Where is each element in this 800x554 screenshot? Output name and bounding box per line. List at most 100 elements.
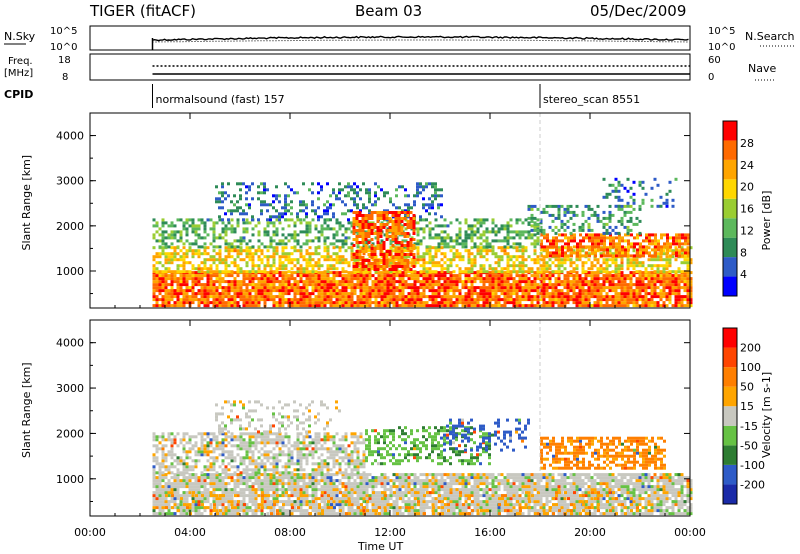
echo-cell bbox=[194, 224, 198, 228]
echo-cell bbox=[248, 289, 252, 293]
echo-cell bbox=[371, 221, 375, 225]
echo-cell bbox=[155, 280, 159, 284]
echo-cell bbox=[367, 226, 371, 229]
echo-cell bbox=[626, 228, 630, 232]
echo-cell bbox=[509, 218, 513, 222]
echo-cell bbox=[353, 289, 357, 293]
echo-cell bbox=[197, 503, 201, 507]
echo-cell bbox=[545, 283, 549, 287]
echo-cell bbox=[326, 236, 330, 240]
echo-cell bbox=[347, 283, 351, 287]
echo-cell bbox=[554, 277, 558, 281]
echo-cell bbox=[581, 283, 585, 287]
echo-cell bbox=[269, 236, 273, 240]
echo-cell bbox=[179, 239, 183, 243]
echo-cell bbox=[636, 242, 639, 246]
echo-cell bbox=[236, 286, 240, 290]
echo-cell bbox=[335, 298, 339, 302]
echo-cell bbox=[236, 255, 240, 259]
echo-cell bbox=[332, 233, 336, 237]
echo-cell bbox=[455, 252, 459, 256]
echo-cell bbox=[191, 280, 195, 284]
echo-cell bbox=[224, 258, 228, 262]
echo-cell bbox=[368, 295, 372, 299]
echo-cell bbox=[455, 277, 459, 281]
echo-cell bbox=[395, 286, 399, 290]
echo-cell bbox=[578, 283, 582, 287]
echo-cell bbox=[563, 283, 567, 287]
echo-cell bbox=[373, 265, 377, 268]
echo-cell bbox=[443, 286, 447, 290]
echo-cell bbox=[266, 295, 270, 299]
echo-cell bbox=[227, 264, 231, 268]
echo-cell bbox=[218, 274, 222, 278]
echo-cell bbox=[188, 242, 192, 246]
echo-cell bbox=[206, 233, 210, 237]
echo-cell bbox=[326, 252, 330, 256]
echo-cell bbox=[536, 236, 540, 240]
echo-cell bbox=[194, 233, 198, 237]
echo-cell bbox=[224, 289, 228, 293]
echo-cell bbox=[518, 236, 522, 240]
echo-cell bbox=[311, 289, 315, 293]
echo-cell bbox=[233, 194, 236, 198]
echo-cell bbox=[557, 274, 561, 278]
echo-cell bbox=[455, 289, 459, 293]
echo-cell bbox=[395, 270, 399, 274]
echo-cell bbox=[161, 280, 165, 284]
echo-cell bbox=[368, 197, 371, 201]
echo-cell bbox=[329, 283, 333, 287]
echo-cell bbox=[653, 295, 657, 299]
echo-cell bbox=[391, 244, 395, 247]
echo-cell bbox=[407, 283, 411, 287]
echo-cell bbox=[409, 226, 413, 229]
echo-cell bbox=[662, 304, 666, 308]
echo-cell bbox=[629, 286, 633, 290]
echo-cell bbox=[182, 494, 186, 498]
echo-cell bbox=[650, 264, 654, 268]
echo-cell bbox=[361, 259, 365, 262]
echo-cell bbox=[576, 248, 579, 252]
echo-cell bbox=[413, 200, 416, 204]
echo-cell bbox=[355, 217, 359, 220]
echo-cell bbox=[218, 261, 222, 265]
echo-cell bbox=[437, 249, 441, 253]
echo-cell bbox=[422, 270, 426, 274]
echo-cell bbox=[230, 509, 234, 513]
echo-cell bbox=[665, 192, 669, 196]
echo-cell bbox=[167, 292, 171, 296]
echo-cell bbox=[437, 194, 440, 198]
echo-cell bbox=[338, 261, 342, 265]
echo-cell bbox=[200, 267, 204, 271]
echo-cell bbox=[317, 286, 321, 290]
echo-cell bbox=[461, 242, 465, 246]
echo-cell bbox=[521, 258, 525, 262]
echo-cell bbox=[569, 289, 573, 293]
echo-cell bbox=[263, 267, 267, 271]
echo-cell bbox=[527, 216, 531, 220]
echo-cell bbox=[503, 280, 507, 284]
echo-cell bbox=[221, 230, 225, 234]
echo-cell bbox=[161, 304, 165, 308]
echo-cell bbox=[452, 286, 456, 290]
echo-cell bbox=[650, 280, 654, 284]
echo-cell bbox=[455, 233, 459, 237]
echo-cell bbox=[458, 242, 462, 246]
echo-cell bbox=[173, 224, 177, 228]
echo-cell bbox=[400, 244, 404, 247]
echo-cell bbox=[503, 271, 507, 275]
echo-cell bbox=[185, 494, 189, 498]
echo-cell bbox=[347, 264, 351, 268]
echo-cell bbox=[527, 270, 531, 274]
echo-cell bbox=[167, 301, 171, 305]
echo-cell bbox=[642, 245, 645, 249]
echo-cell bbox=[542, 286, 546, 290]
echo-cell bbox=[278, 280, 282, 284]
echo-cell bbox=[470, 280, 474, 284]
echo-cell bbox=[389, 277, 393, 281]
echo-cell bbox=[355, 241, 359, 244]
echo-cell bbox=[536, 295, 540, 299]
echo-cell bbox=[434, 252, 438, 256]
echo-cell bbox=[632, 283, 636, 287]
echo-cell bbox=[412, 256, 416, 259]
